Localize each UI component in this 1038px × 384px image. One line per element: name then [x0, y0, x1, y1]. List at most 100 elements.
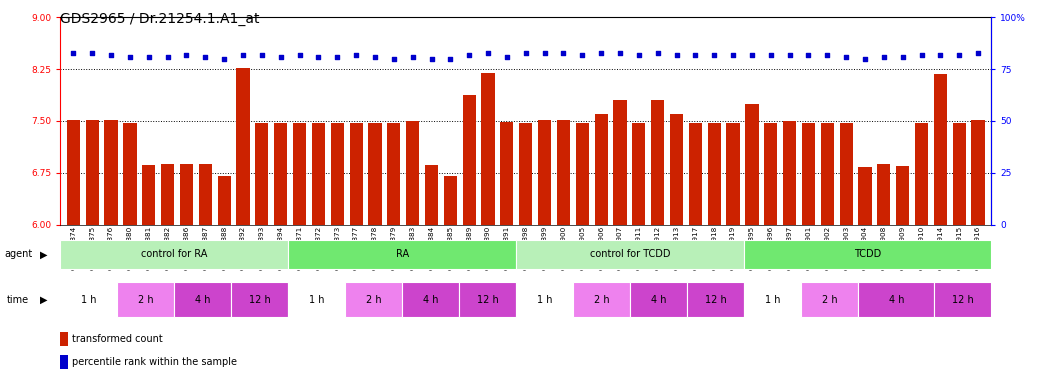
Bar	[516, 282, 573, 317]
Point	[385, 56, 402, 62]
Point	[782, 51, 798, 58]
Bar	[595, 114, 607, 225]
Bar	[821, 123, 834, 225]
Bar	[331, 123, 344, 225]
Point	[593, 50, 609, 56]
Point	[140, 54, 157, 60]
Point	[518, 50, 535, 56]
Bar	[289, 240, 516, 269]
Point	[706, 51, 722, 58]
Bar	[802, 123, 815, 225]
Bar	[651, 100, 664, 225]
Bar	[877, 164, 891, 225]
Bar	[801, 282, 858, 317]
Point	[424, 56, 440, 62]
Bar	[60, 333, 69, 346]
Point	[687, 51, 704, 58]
Text: 1 h: 1 h	[537, 295, 552, 305]
Point	[121, 54, 138, 60]
Point	[630, 51, 647, 58]
Bar	[311, 123, 325, 225]
Bar	[60, 240, 289, 269]
Bar	[538, 119, 551, 225]
Point	[292, 51, 308, 58]
Text: 1 h: 1 h	[81, 295, 97, 305]
Bar	[463, 95, 475, 225]
Point	[84, 50, 101, 56]
Bar	[66, 119, 80, 225]
Bar	[745, 104, 759, 225]
Text: percentile rank within the sample: percentile rank within the sample	[72, 357, 237, 367]
Point	[461, 51, 477, 58]
Point	[969, 50, 986, 56]
Bar	[289, 282, 346, 317]
Bar	[237, 68, 249, 225]
Bar	[858, 167, 872, 225]
Point	[611, 50, 628, 56]
Bar	[953, 123, 965, 225]
Point	[65, 50, 82, 56]
Point	[272, 54, 289, 60]
Text: control for TCDD: control for TCDD	[590, 249, 671, 260]
Text: transformed count: transformed count	[72, 334, 163, 344]
Bar	[406, 121, 419, 225]
Bar	[632, 123, 646, 225]
Bar	[105, 119, 117, 225]
Bar	[60, 282, 117, 317]
Bar	[255, 123, 269, 225]
Point	[103, 51, 119, 58]
Text: 1 h: 1 h	[309, 295, 325, 305]
Bar	[346, 282, 403, 317]
Point	[310, 54, 327, 60]
Bar	[425, 164, 438, 225]
Point	[555, 50, 572, 56]
Bar	[764, 123, 777, 225]
Bar	[670, 114, 683, 225]
Bar	[840, 123, 853, 225]
Point	[856, 56, 873, 62]
Point	[574, 51, 591, 58]
Bar	[161, 164, 174, 225]
Text: ▶: ▶	[39, 249, 47, 260]
Bar	[274, 123, 288, 225]
Bar	[516, 240, 744, 269]
Text: ▶: ▶	[39, 295, 47, 305]
Bar	[231, 282, 289, 317]
Point	[819, 51, 836, 58]
Bar	[519, 123, 532, 225]
Point	[348, 51, 364, 58]
Bar	[858, 282, 934, 317]
Bar	[689, 123, 702, 225]
Bar	[972, 119, 985, 225]
Point	[405, 54, 421, 60]
Text: time: time	[7, 295, 29, 305]
Text: 4 h: 4 h	[424, 295, 438, 305]
Point	[366, 54, 383, 60]
Bar	[60, 355, 69, 369]
Point	[951, 51, 967, 58]
Point	[913, 51, 930, 58]
Bar	[727, 123, 740, 225]
Bar	[350, 123, 362, 225]
Point	[743, 51, 760, 58]
Text: 4 h: 4 h	[889, 295, 904, 305]
Point	[197, 54, 214, 60]
Point	[668, 51, 685, 58]
Bar	[744, 282, 801, 317]
Point	[179, 51, 195, 58]
Bar	[444, 176, 457, 225]
Bar	[687, 282, 744, 317]
Bar	[174, 282, 231, 317]
Point	[480, 50, 496, 56]
Bar	[142, 164, 156, 225]
Text: 12 h: 12 h	[952, 295, 974, 305]
Bar	[914, 123, 928, 225]
Text: 12 h: 12 h	[249, 295, 271, 305]
Point	[160, 54, 176, 60]
Text: TCDD: TCDD	[854, 249, 881, 260]
Point	[763, 51, 780, 58]
Bar	[86, 119, 99, 225]
Bar	[576, 123, 589, 225]
Bar	[482, 73, 495, 225]
Point	[537, 50, 553, 56]
